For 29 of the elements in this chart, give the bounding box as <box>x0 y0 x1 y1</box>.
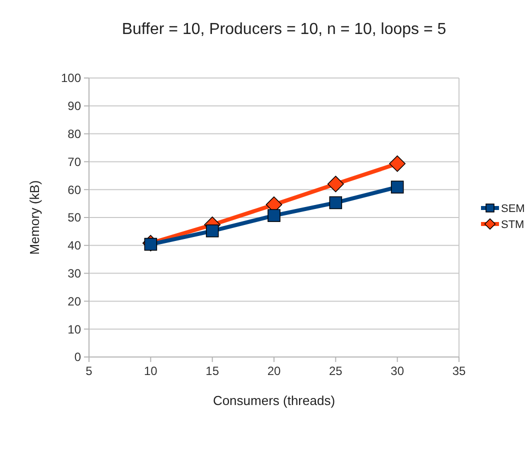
legend-label: SEM <box>501 202 525 215</box>
point <box>389 155 406 172</box>
point <box>327 176 344 192</box>
x-tick-label: 30 <box>390 364 404 378</box>
y-axis-title: Memory (kB) <box>27 180 42 255</box>
y-tick-label: 100 <box>60 71 82 86</box>
point <box>390 180 404 194</box>
y-tick-label: 80 <box>68 127 82 141</box>
y-tick-label: 30 <box>68 266 82 280</box>
y-tick-label: 20 <box>68 294 82 308</box>
point <box>268 209 280 222</box>
x-tick-label: 20 <box>267 364 281 378</box>
y-tick-label: 10 <box>68 322 82 336</box>
legend-label: STM <box>501 218 524 231</box>
y-tick-label: 0 <box>74 350 82 364</box>
y-tick-label: 60 <box>68 182 82 197</box>
x-tick-label: 10 <box>144 364 158 378</box>
y-tick-label: 70 <box>68 154 82 169</box>
point <box>206 224 219 238</box>
y-tick-label: 50 <box>68 210 82 225</box>
y-tick-label: 40 <box>68 238 82 253</box>
x-tick-label: 35 <box>452 364 466 378</box>
x-axis-title: Consumers (threads) <box>212 393 336 408</box>
x-tick-label: 25 <box>328 364 343 378</box>
chart-title: Buffer = 10, Producers = 10, n = 10, loops = 5 <box>122 21 446 38</box>
y-tick-label: 90 <box>68 99 82 114</box>
x-tick-label: 15 <box>206 364 220 378</box>
point <box>329 196 342 210</box>
x-tick-label: 5 <box>86 364 93 378</box>
